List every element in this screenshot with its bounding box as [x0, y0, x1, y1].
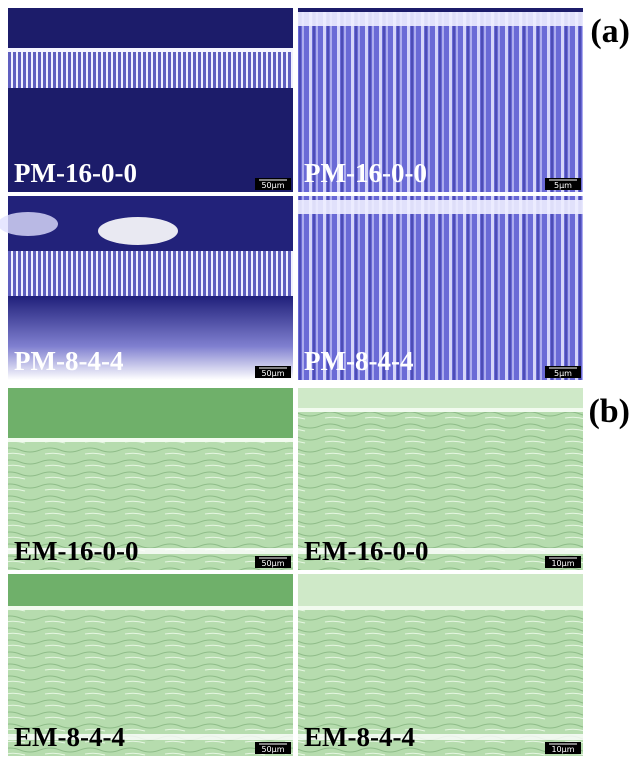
glow — [98, 217, 178, 245]
top-edge — [298, 200, 583, 214]
scale-bar-box — [255, 366, 291, 378]
membrane — [8, 50, 293, 88]
micrograph: EM-16-0-0 50μm — [8, 388, 293, 570]
top-edge — [8, 438, 293, 442]
scale-bar-label: 50μm — [261, 181, 284, 190]
membrane — [8, 251, 293, 296]
scale-bar-label: 10μm — [551, 745, 574, 754]
micrograph: PM-16-0-0 5μm — [298, 8, 583, 192]
top-band — [8, 574, 293, 606]
scale-bar-box — [255, 178, 291, 190]
image-bg — [298, 388, 583, 570]
scale-bar-box — [255, 742, 291, 754]
micrograph: EM-16-0-0 10μm — [298, 388, 583, 570]
top-edge — [298, 606, 583, 610]
top-edge — [298, 12, 583, 26]
image-caption: PM-16-0-0 — [14, 158, 137, 188]
scale-bar-label: 50μm — [261, 369, 284, 378]
scale-bar-label: 10μm — [551, 559, 574, 568]
top-edge — [8, 606, 293, 610]
micrograph: PM-8-4-4 5μm — [298, 196, 583, 380]
top-band — [8, 388, 293, 438]
bottom-edge — [8, 548, 293, 554]
micrograph: EM-8-4-4 50μm — [8, 574, 293, 756]
dark-top — [298, 8, 583, 12]
image-caption: PM-8-4-4 — [304, 346, 413, 376]
image-bg — [298, 8, 583, 192]
top-band — [298, 574, 583, 606]
panel-label: (b) — [588, 393, 630, 430]
scale-bar-label: 5μm — [554, 369, 572, 378]
panel-label: (a) — [590, 13, 630, 50]
image-caption: PM-16-0-0 — [304, 158, 427, 188]
lower — [8, 296, 293, 380]
top-band — [298, 388, 583, 408]
scale-bar-label: 5μm — [554, 181, 572, 190]
image-caption: EM-8-4-4 — [304, 722, 415, 752]
image-caption: EM-16-0-0 — [304, 536, 428, 566]
image-bg — [8, 8, 293, 192]
micrograph: PM-16-0-0 50μm — [8, 8, 293, 192]
scale-bar-box — [545, 556, 581, 568]
scale-bar-label: 50μm — [261, 745, 284, 754]
image-caption: PM-8-4-4 — [14, 346, 123, 376]
glow — [0, 212, 58, 236]
scale-bar-box — [545, 366, 581, 378]
scale-bar-label: 50μm — [261, 559, 284, 568]
scale-bar-box — [545, 178, 581, 190]
top-edge — [298, 408, 583, 412]
bottom-edge — [298, 548, 583, 554]
bottom-edge — [298, 734, 583, 740]
scale-bar-box — [545, 742, 581, 754]
micrograph: PM-8-4-4 50μm — [0, 196, 293, 380]
image-caption: EM-16-0-0 — [14, 536, 138, 566]
bottom-edge — [8, 734, 293, 740]
scale-bar-box — [255, 556, 291, 568]
micrograph: EM-8-4-4 10μm — [298, 574, 583, 756]
membrane-edge — [8, 48, 293, 52]
image-caption: EM-8-4-4 — [14, 722, 125, 752]
image-bg — [298, 196, 583, 380]
